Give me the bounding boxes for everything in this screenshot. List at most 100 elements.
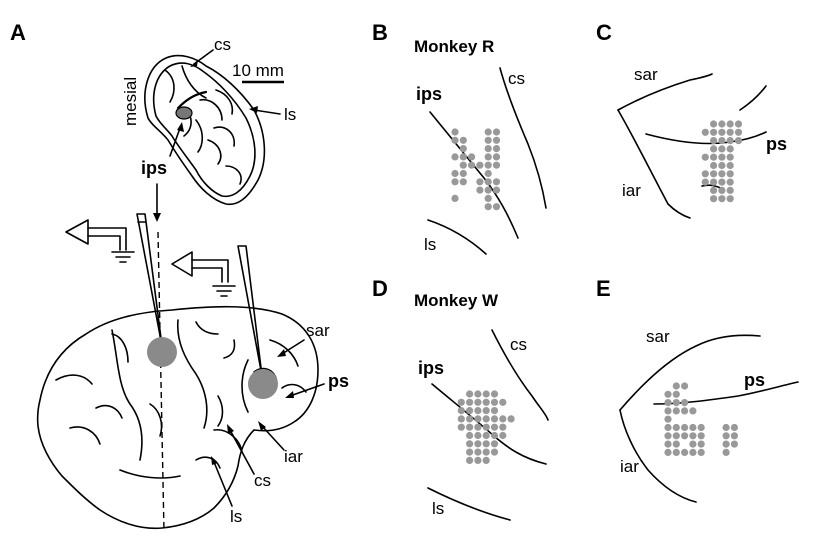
recording-dot xyxy=(490,398,499,406)
arrowhead-cs-top xyxy=(190,60,198,67)
panel-c-letter: C xyxy=(596,20,612,45)
arrowhead-ls-bottom xyxy=(211,456,218,465)
recording-dot xyxy=(710,153,718,161)
recording-dot xyxy=(681,432,689,440)
recording-dot xyxy=(482,448,490,456)
recording-dots-c xyxy=(701,120,743,203)
panel-b-title: Monkey R xyxy=(414,37,494,56)
lateral-brain xyxy=(36,305,319,530)
recording-dot xyxy=(490,448,499,456)
recording-dot xyxy=(490,431,499,440)
recording-dot xyxy=(718,161,726,170)
recording-dot xyxy=(484,128,492,136)
recording-dot xyxy=(482,423,490,431)
arrowhead-ips-down xyxy=(153,213,161,222)
label-ls-d: ls xyxy=(432,499,444,518)
label-ps-c: ps xyxy=(766,134,787,154)
recording-dot xyxy=(492,145,501,153)
arrowhead-sar-a xyxy=(277,349,286,357)
recording-dot xyxy=(482,398,490,406)
recording-dot xyxy=(672,432,680,440)
recording-dot xyxy=(697,440,705,448)
recording-dot xyxy=(726,145,734,153)
label-cs-d: cs xyxy=(510,335,527,354)
recording-dot xyxy=(697,423,705,432)
recording-dots-e xyxy=(664,382,739,456)
arrowhead-ps-a xyxy=(285,391,294,398)
recording-dot xyxy=(734,120,743,128)
recording-dot xyxy=(672,423,680,432)
recording-dot xyxy=(490,415,499,423)
recording-dot xyxy=(484,145,492,153)
recording-dot xyxy=(490,423,499,431)
label-ips-d: ips xyxy=(418,358,444,378)
sulcus-sar-c xyxy=(617,73,713,111)
recording-dot xyxy=(710,170,718,178)
recording-dot xyxy=(490,407,499,415)
recording-dot xyxy=(476,178,484,186)
recording-dot xyxy=(459,161,467,169)
arrow-ps-a xyxy=(289,383,325,397)
arrow-cs-bottom xyxy=(229,429,255,475)
recording-dot xyxy=(718,186,726,194)
recording-dot xyxy=(490,390,499,398)
label-cs-bottom: cs xyxy=(254,471,271,490)
recording-dot xyxy=(664,423,672,432)
recording-dot xyxy=(451,194,459,202)
recording-dot xyxy=(710,195,718,203)
recording-dot xyxy=(484,136,492,144)
label-sar-c: sar xyxy=(634,65,658,84)
label-ps-a: ps xyxy=(328,371,349,391)
coronal-section xyxy=(144,54,266,206)
recording-dot xyxy=(672,407,680,415)
recording-dot xyxy=(466,440,474,448)
arrow-sar-a xyxy=(281,339,305,355)
recording-dot xyxy=(457,407,465,415)
recording-dot xyxy=(672,440,680,448)
panel-a: A cs 10 mm mesial ls ips xyxy=(10,20,349,533)
arrowhead-ls-top xyxy=(249,106,258,113)
recording-dot xyxy=(466,398,474,406)
sulcus-ips-b xyxy=(429,111,519,239)
recording-dot xyxy=(507,415,515,423)
recording-dot xyxy=(681,423,689,432)
recording-dot xyxy=(474,398,482,406)
recording-dot xyxy=(482,456,490,464)
sulcus-cs-d xyxy=(491,329,549,421)
recording-dot xyxy=(459,178,467,186)
recording-dot xyxy=(664,415,672,423)
recording-dots-b xyxy=(451,128,501,211)
recording-dot xyxy=(476,186,484,194)
label-sar-e: sar xyxy=(646,327,670,346)
recording-dot xyxy=(492,128,501,136)
recording-dot xyxy=(726,120,734,128)
label-cs-top: cs xyxy=(214,35,231,54)
label-scale: 10 mm xyxy=(232,61,284,80)
recording-dot xyxy=(482,440,490,448)
recording-dot xyxy=(726,195,734,203)
recording-dot xyxy=(474,415,482,423)
recording-dot xyxy=(484,153,492,161)
recording-dot xyxy=(718,137,726,145)
recording-dot xyxy=(664,390,672,398)
recording-dot xyxy=(726,186,734,194)
recording-dot xyxy=(681,448,689,456)
recording-dot xyxy=(672,390,680,398)
recording-dot xyxy=(466,456,474,464)
label-ips-b: ips xyxy=(416,84,442,104)
recording-dot xyxy=(664,407,672,415)
recording-dot xyxy=(482,415,490,423)
recording-dot xyxy=(492,186,501,194)
recording-dot xyxy=(664,399,672,407)
recording-dot xyxy=(710,120,718,128)
recording-dot xyxy=(492,153,501,161)
label-mesial: mesial xyxy=(121,77,140,126)
recording-dot xyxy=(474,440,482,448)
panel-d-letter: D xyxy=(372,276,388,301)
recording-dot xyxy=(710,137,718,145)
recording-dot xyxy=(701,178,709,186)
recording-dot xyxy=(689,423,697,432)
recording-dot xyxy=(492,178,501,186)
recording-dot xyxy=(492,203,501,211)
recording-dot xyxy=(459,136,467,144)
